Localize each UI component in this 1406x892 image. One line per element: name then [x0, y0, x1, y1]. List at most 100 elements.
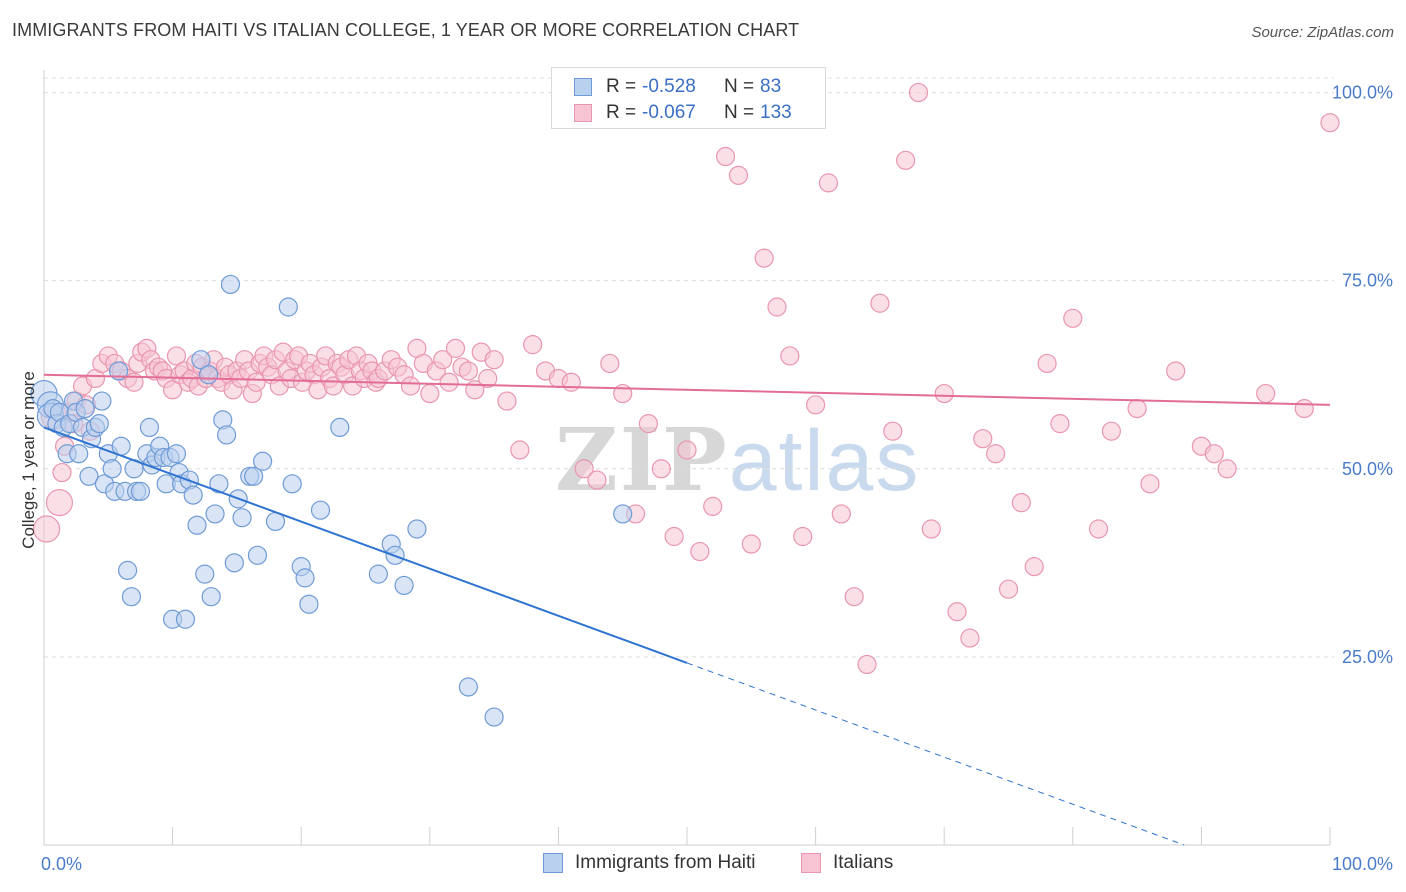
- haiti-trend-line: [43, 426, 688, 664]
- trend-lines: [43, 373, 1331, 846]
- haiti-point: [166, 444, 187, 464]
- italians-point: [986, 444, 1006, 464]
- y-tick-label: 25.0%: [1342, 647, 1393, 667]
- italians-point: [1063, 308, 1083, 328]
- italians-point: [458, 361, 478, 381]
- italians-point: [32, 515, 61, 543]
- italians-point: [805, 395, 826, 415]
- italians-point: [947, 602, 967, 622]
- italians-point: [1166, 361, 1186, 381]
- series-legend: Immigrants from Haiti Italians: [0, 852, 1406, 876]
- legend-n-value: 83: [760, 76, 782, 97]
- italians-point: [1101, 421, 1121, 441]
- haiti-point: [201, 587, 221, 607]
- italians-point: [857, 654, 877, 675]
- haiti-point: [253, 451, 273, 471]
- italians-point: [478, 368, 498, 389]
- italians-point: [973, 429, 993, 449]
- legend-item-haiti: Immigrants from Haiti: [543, 852, 756, 874]
- italians-point: [523, 335, 543, 355]
- legend-r-value: -0.528: [642, 76, 696, 97]
- legend-swatch-haiti: [574, 78, 592, 96]
- legend-swatch-italians: [801, 853, 821, 873]
- italians-point: [45, 489, 74, 517]
- italians-point: [728, 165, 749, 185]
- haiti-point: [407, 519, 427, 539]
- italians-point: [934, 383, 954, 404]
- grid-lines: [44, 77, 1334, 658]
- italians-point: [1217, 459, 1237, 479]
- haiti-point: [117, 560, 138, 580]
- haiti-point: [278, 297, 298, 317]
- italians-point: [600, 353, 620, 374]
- italians-point: [52, 462, 72, 483]
- haiti-point: [205, 504, 225, 524]
- haiti-trend-extension: [686, 662, 1185, 846]
- italians-point: [439, 372, 459, 392]
- italians-point: [1024, 557, 1044, 577]
- italians-point: [1037, 353, 1057, 374]
- italians-point: [1050, 414, 1070, 434]
- italians-point: [780, 346, 800, 366]
- legend-n-value: 133: [760, 102, 792, 123]
- haiti-point: [195, 564, 215, 584]
- haiti-point: [613, 504, 633, 524]
- haiti-point: [244, 466, 264, 486]
- legend-r-label: R =: [606, 102, 637, 123]
- italians-point: [896, 150, 916, 170]
- italians-point: [754, 248, 774, 268]
- haiti-point: [458, 677, 478, 697]
- haiti-point: [187, 515, 207, 535]
- haiti-point: [183, 485, 203, 505]
- italians-point: [844, 587, 864, 607]
- y-tick-label: 100.0%: [1332, 83, 1393, 103]
- haiti-point: [330, 417, 350, 438]
- haiti-point: [368, 564, 388, 584]
- haiti-point: [121, 587, 142, 607]
- haiti-point: [89, 414, 109, 434]
- legend-r-label: R =: [606, 76, 637, 97]
- haiti-point: [232, 508, 252, 528]
- italians-point: [767, 297, 787, 317]
- x-tick-label: 100.0%: [1332, 854, 1393, 874]
- haiti-point: [199, 365, 219, 385]
- y-tick-label: 75.0%: [1342, 271, 1393, 291]
- haiti-point: [175, 609, 196, 629]
- italians-point: [510, 440, 530, 460]
- source-label: Source: ZipAtlas.com: [1251, 24, 1394, 41]
- italians-point: [960, 628, 980, 648]
- haiti-point: [224, 553, 244, 573]
- legend-swatch-italians: [574, 104, 592, 122]
- tick-labels: 25.0% 50.0% 75.0% 100.0% 0.0% 100.0%: [41, 83, 1393, 874]
- italians-point: [587, 470, 607, 490]
- italians-point: [163, 380, 183, 400]
- italians-point: [246, 372, 266, 392]
- italians-point: [921, 519, 941, 539]
- italians-point: [166, 346, 187, 366]
- italians-trend-line: [43, 373, 1331, 406]
- haiti-point: [299, 594, 319, 614]
- haiti-point: [139, 417, 160, 438]
- italians-point: [1204, 444, 1224, 464]
- italians-point: [1140, 474, 1160, 494]
- haiti-point: [220, 274, 241, 295]
- italians-point: [998, 579, 1019, 599]
- correlation-legend: R = -0.528 N = 83 R = -0.067 N = 133: [551, 67, 826, 129]
- italians-point: [818, 173, 839, 193]
- legend-item-italians: Italians: [801, 852, 893, 874]
- haiti-point: [191, 350, 211, 370]
- x-tick-label: 0.0%: [41, 854, 82, 874]
- italians-point: [400, 376, 421, 396]
- y-axis-label: College, 1 year or more: [19, 371, 38, 549]
- haiti-point: [75, 398, 95, 419]
- legend-row-italians: R = -0.067 N = 133: [574, 100, 792, 126]
- italians-point: [793, 526, 813, 547]
- italians-point: [638, 414, 659, 434]
- italians-point: [651, 459, 671, 479]
- italians-point: [908, 82, 929, 103]
- legend-r-value: -0.067: [642, 102, 696, 123]
- italians-point: [1011, 493, 1031, 513]
- italians-point: [1088, 519, 1109, 539]
- haiti-point: [310, 500, 331, 520]
